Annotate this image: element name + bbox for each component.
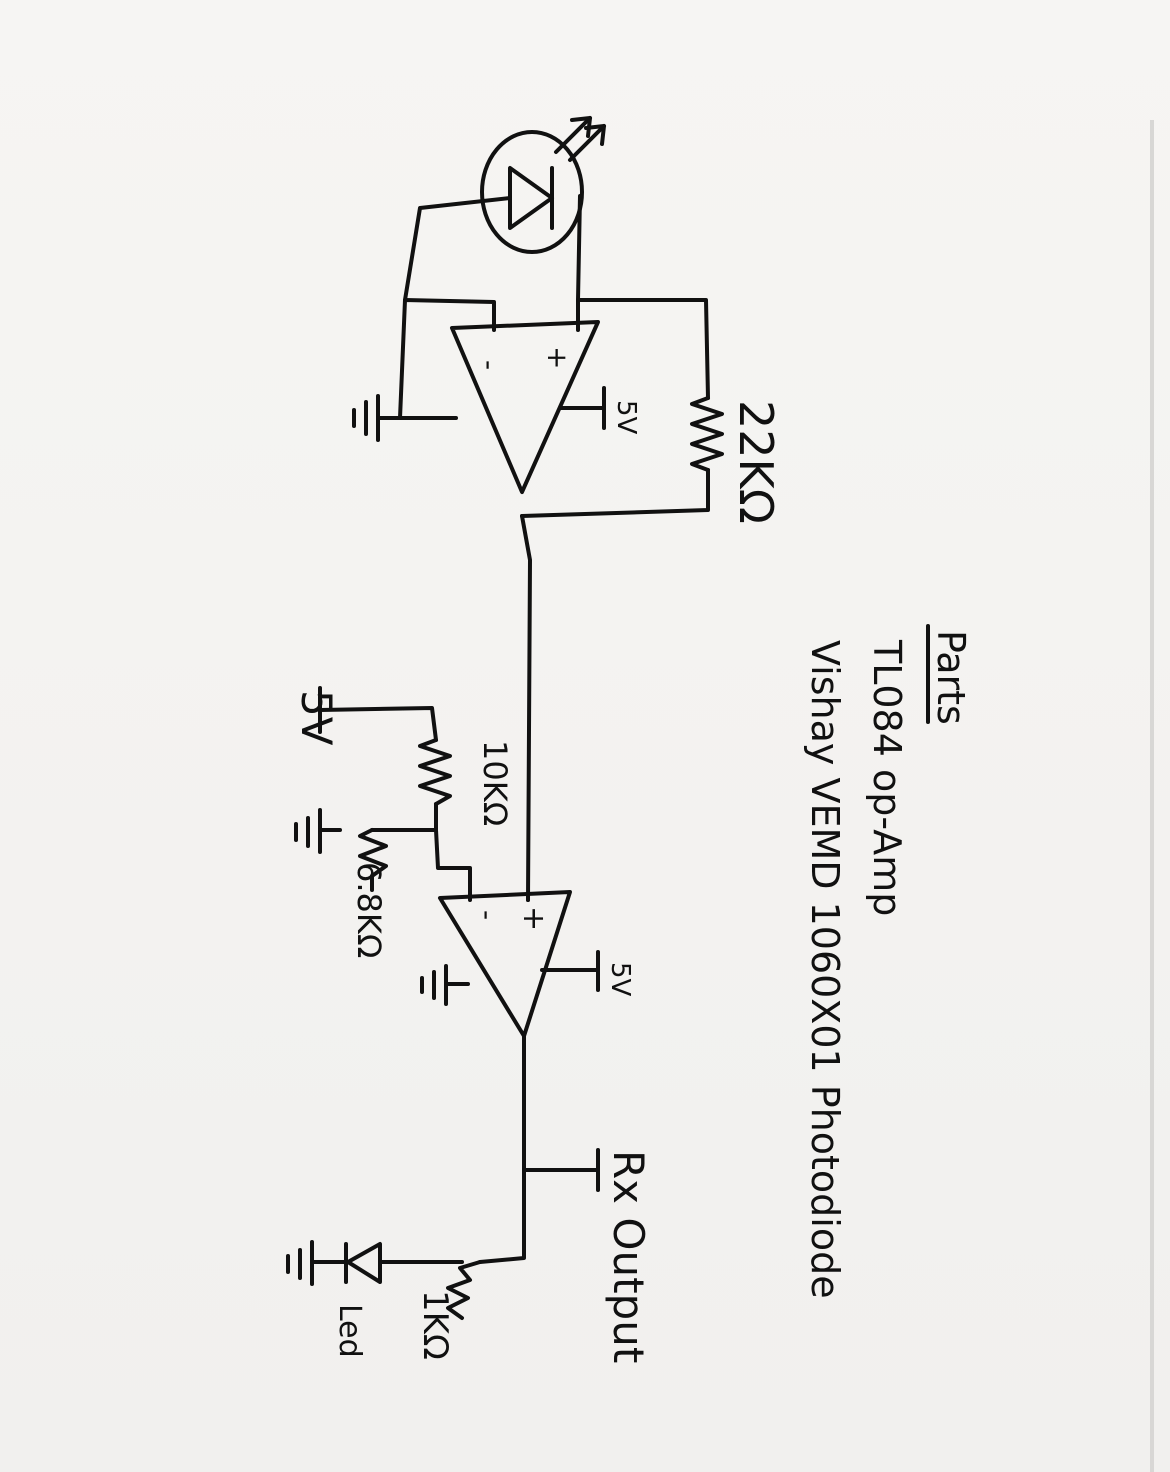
opamp-2-symbol <box>438 890 572 1038</box>
opamp-1-minus: - <box>473 360 506 370</box>
feedback-resistor-label: 22KΩ <box>729 400 783 524</box>
opamp-2-supply-label: 5V <box>605 962 635 997</box>
opamp-1-plus: + <box>541 346 574 369</box>
signal-wire <box>520 514 532 902</box>
opamp-2-wiring <box>444 894 600 992</box>
r-bottom-label: 6.8KΩ <box>350 862 388 958</box>
ref-supply-label: 5V <box>292 690 341 746</box>
page-edge <box>1150 120 1154 1472</box>
ground-symbol-4 <box>286 1240 314 1286</box>
parts-item-photodiode: Vishay VEMD 1060X01 Photodiode <box>803 640 847 1299</box>
opamp-1-supply-label: 5V <box>611 400 641 435</box>
led-resistor-label: 1KΩ <box>415 1290 455 1360</box>
opamp-1-wiring <box>398 298 724 518</box>
led-label: Led <box>332 1304 367 1358</box>
rx-output-label: Rx Output <box>604 1150 653 1363</box>
stage2-divider-wiring <box>318 686 472 902</box>
ground-symbol-1 <box>352 394 402 442</box>
ground-symbol-2 <box>294 808 342 854</box>
photodiode-wiring <box>403 194 582 302</box>
led-symbol <box>310 1242 382 1284</box>
r-top-label: 10KΩ <box>476 740 514 826</box>
output-wiring <box>378 1034 600 1320</box>
parts-item-opamp: TL084 op-Amp <box>865 639 909 916</box>
opamp-2-plus: + <box>516 906 551 931</box>
parts-heading: Parts <box>929 630 973 725</box>
ground-symbol-3 <box>420 964 448 1006</box>
light-arrows-icon <box>554 116 606 162</box>
opamp-2-minus: - <box>471 910 504 920</box>
photodiode-symbol <box>480 130 584 254</box>
